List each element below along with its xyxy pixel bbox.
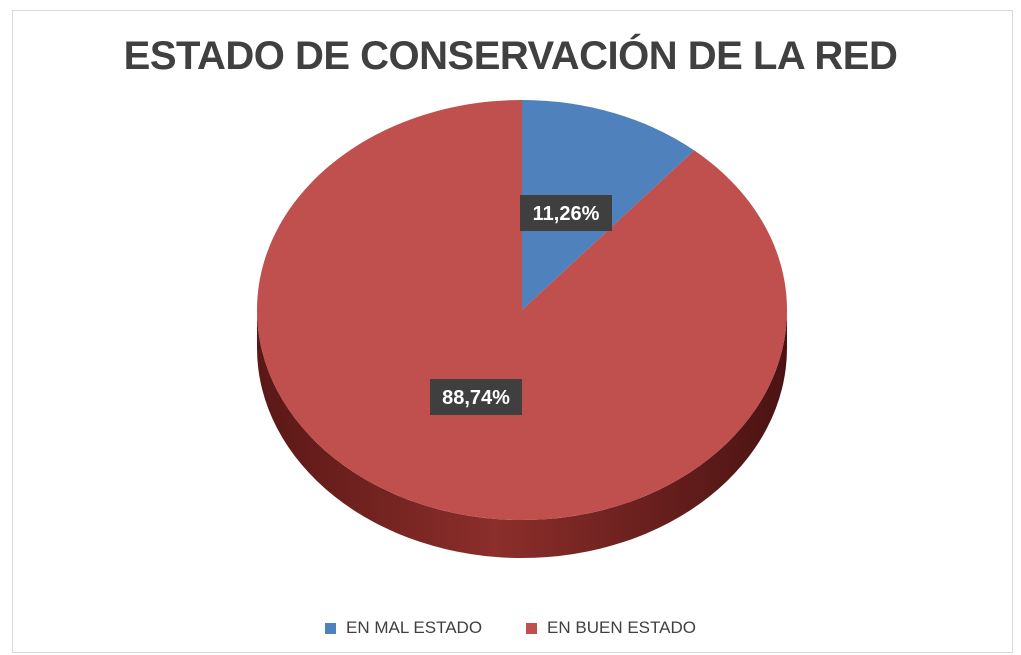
legend-label: EN MAL ESTADO (346, 618, 483, 637)
pie-side-buen-estado (257, 310, 787, 558)
pie-side-wall (257, 310, 787, 558)
data-label-box (520, 195, 612, 231)
data-label: 11,26% (533, 203, 600, 225)
legend: EN MAL ESTADO EN BUEN ESTADO (0, 618, 1021, 638)
chart-title: ESTADO DE CONSERVACIÓN DE LA RED (123, 34, 898, 78)
legend-label: EN BUEN ESTADO (547, 618, 696, 637)
legend-item-mal-estado: EN MAL ESTADO (325, 618, 482, 638)
legend-swatch (526, 622, 538, 634)
legend-swatch (325, 622, 337, 634)
legend-item-buen-estado: EN BUEN ESTADO (526, 618, 696, 638)
pie-slice-buen-estado (256, 100, 787, 520)
data-label-box (430, 379, 522, 415)
data-label: 88,74% (442, 387, 510, 409)
